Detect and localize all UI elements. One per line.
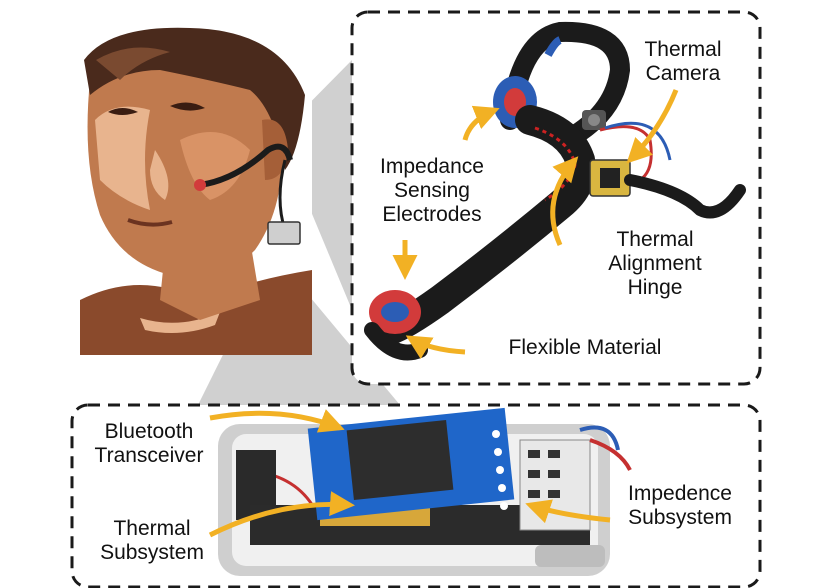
pcb-photo [218,407,632,576]
person-illustration [80,27,312,355]
label-thermal-subsystem: Thermal Subsystem [100,517,204,564]
label-impedance-subsystem: Impedence Subsystem [628,482,732,529]
label-bluetooth-transceiver: Bluetooth Transceiver [94,420,204,467]
arrows-bottom [208,409,611,538]
label-thermal-alignment-hinge: Thermal Alignment Hinge [608,228,702,299]
label-impedance-electrodes: Impedance Sensing Electrodes [380,155,484,226]
arrows-top [392,89,679,360]
label-flexible-material: Flexible Material [508,336,662,359]
label-thermal-camera: Thermal Camera [644,38,722,85]
